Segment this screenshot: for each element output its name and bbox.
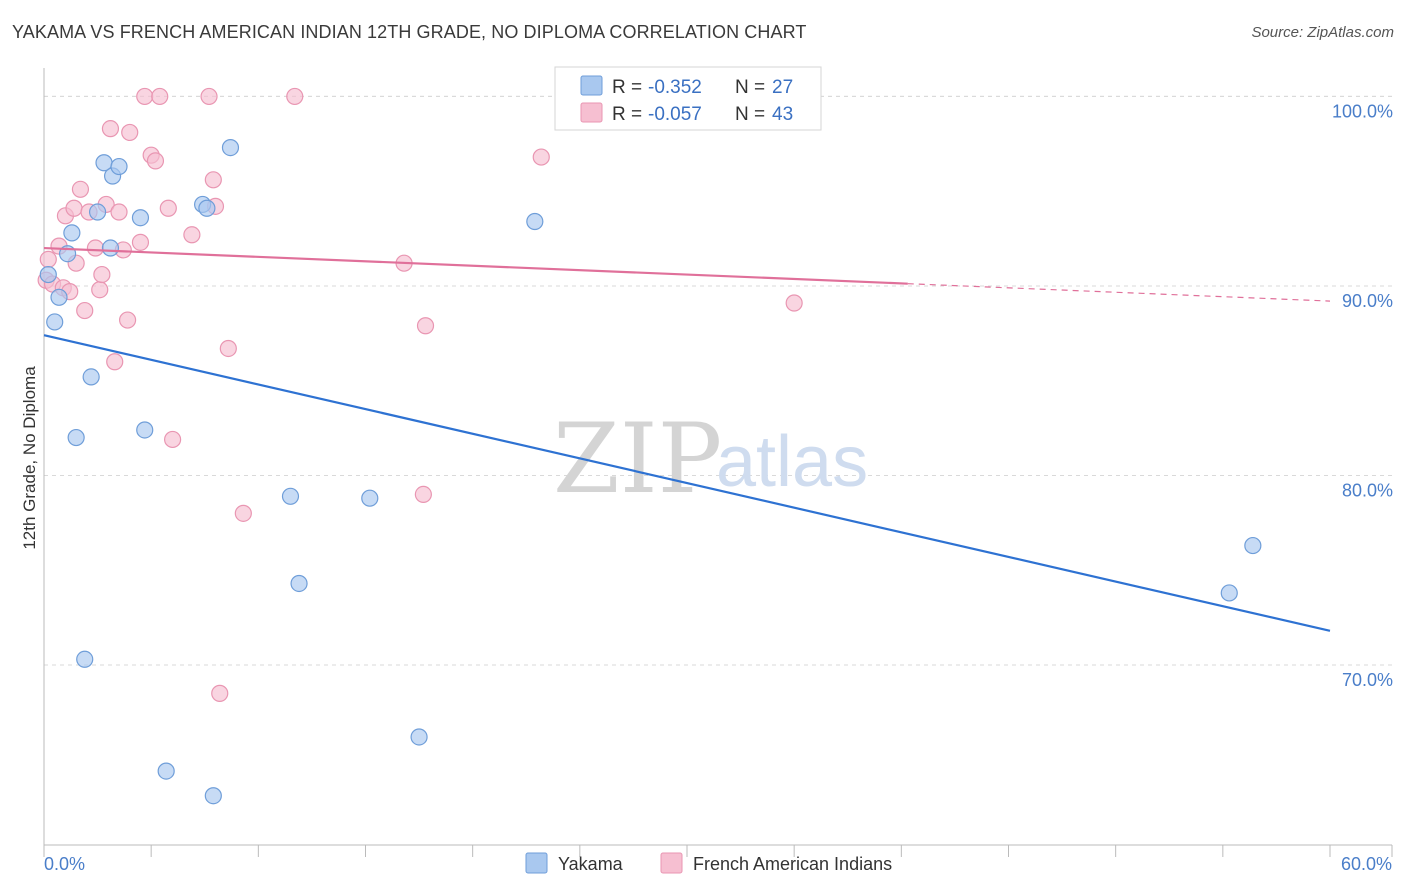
yakama-point — [39, 265, 57, 284]
french-point — [106, 353, 124, 371]
y-tick-label: 100.0% — [1332, 101, 1393, 121]
french-point — [118, 311, 137, 329]
yakama-point — [198, 199, 216, 217]
legend-swatch-yakama — [580, 75, 603, 96]
yakama-point — [63, 224, 81, 242]
french-point — [91, 281, 109, 299]
legend-r-value-french: -0.057 — [648, 104, 702, 125]
x-tick-label-min: 0.0% — [44, 854, 85, 874]
french-point — [200, 87, 218, 106]
series-french-american-indians — [37, 87, 803, 702]
french-point — [532, 148, 550, 166]
trend-line-french — [43, 246, 908, 285]
y-tick-label: 90.0% — [1342, 291, 1393, 311]
bottom-legend-label-french: French American Indians — [693, 854, 892, 874]
french-point — [286, 87, 304, 106]
series-legend: Yakama French American Indians — [525, 852, 892, 874]
yakama-point — [76, 650, 94, 668]
french-point — [86, 239, 105, 257]
french-point — [93, 265, 111, 284]
yakama-point — [67, 428, 85, 447]
french-point — [416, 317, 435, 335]
x-tick-marks — [43, 845, 1393, 857]
bottom-legend-swatch-french — [660, 852, 683, 874]
french-point — [183, 226, 201, 244]
trend-line-yakama — [43, 334, 1331, 632]
bottom-legend-swatch-yakama — [525, 852, 548, 874]
x-tick-label-max: 60.0% — [1341, 854, 1392, 874]
legend-r-label-yakama: R = — [612, 77, 642, 98]
legend-swatch-french — [580, 102, 603, 123]
yakama-point — [204, 787, 222, 805]
y-tick-label: 80.0% — [1342, 480, 1393, 500]
y-tick-labels: 70.0% 80.0% 90.0% 100.0% — [1332, 101, 1393, 690]
french-point — [136, 87, 154, 106]
french-point — [110, 203, 128, 221]
legend-n-label-yakama: N = — [735, 77, 765, 98]
y-tick-label: 70.0% — [1342, 670, 1393, 690]
french-point — [204, 171, 222, 189]
yakama-point — [1220, 584, 1238, 602]
stats-legend: R = -0.352 N = 27 R = -0.057 N = 43 — [554, 66, 822, 131]
legend-n-value-french: 43 — [772, 104, 793, 125]
yakama-point — [361, 489, 379, 507]
yakama-point — [131, 209, 150, 227]
french-point — [219, 339, 237, 358]
yakama-point — [290, 574, 308, 593]
french-point — [151, 87, 169, 106]
legend-n-value-yakama: 27 — [772, 77, 793, 98]
french-point — [164, 430, 182, 449]
trend-line-french-extension — [907, 283, 1331, 302]
french-point — [121, 123, 139, 142]
yakama-point — [110, 157, 128, 176]
bottom-legend-label-yakama: Yakama — [558, 854, 624, 874]
french-point — [414, 485, 432, 504]
legend-r-value-yakama: -0.352 — [648, 77, 702, 98]
yakama-point — [221, 138, 240, 157]
french-point — [39, 250, 57, 269]
french-point — [146, 152, 165, 170]
yakama-point — [46, 313, 64, 331]
french-point — [101, 120, 120, 138]
french-point — [785, 294, 803, 312]
yakama-point — [526, 212, 544, 231]
yakama-point — [50, 288, 68, 306]
french-point — [71, 180, 90, 198]
french-point — [65, 199, 83, 217]
yakama-point — [1244, 536, 1262, 555]
legend-r-label-french: R = — [612, 104, 642, 125]
series-yakama — [39, 138, 1262, 805]
axes — [43, 68, 1392, 846]
french-point — [76, 301, 94, 320]
yakama-point — [136, 421, 154, 439]
watermark-atlas: atlas — [716, 422, 868, 502]
yakama-point — [410, 728, 428, 746]
legend-n-label-french: N = — [735, 104, 765, 125]
yakama-point — [157, 762, 175, 780]
french-point — [211, 684, 229, 702]
yakama-point — [82, 368, 100, 386]
french-point — [131, 233, 150, 251]
chart-title: YAKAMA VS FRENCH AMERICAN INDIAN 12TH GR… — [12, 22, 807, 42]
yakama-point — [101, 239, 120, 257]
y-axis-label: 12th Grade, No Diploma — [20, 366, 39, 550]
yakama-point — [281, 487, 300, 505]
french-point — [234, 504, 252, 522]
trend-lines — [43, 246, 1331, 632]
french-point — [159, 199, 177, 217]
source-label: Source: ZipAtlas.com — [1251, 24, 1394, 41]
yakama-point — [88, 203, 107, 221]
